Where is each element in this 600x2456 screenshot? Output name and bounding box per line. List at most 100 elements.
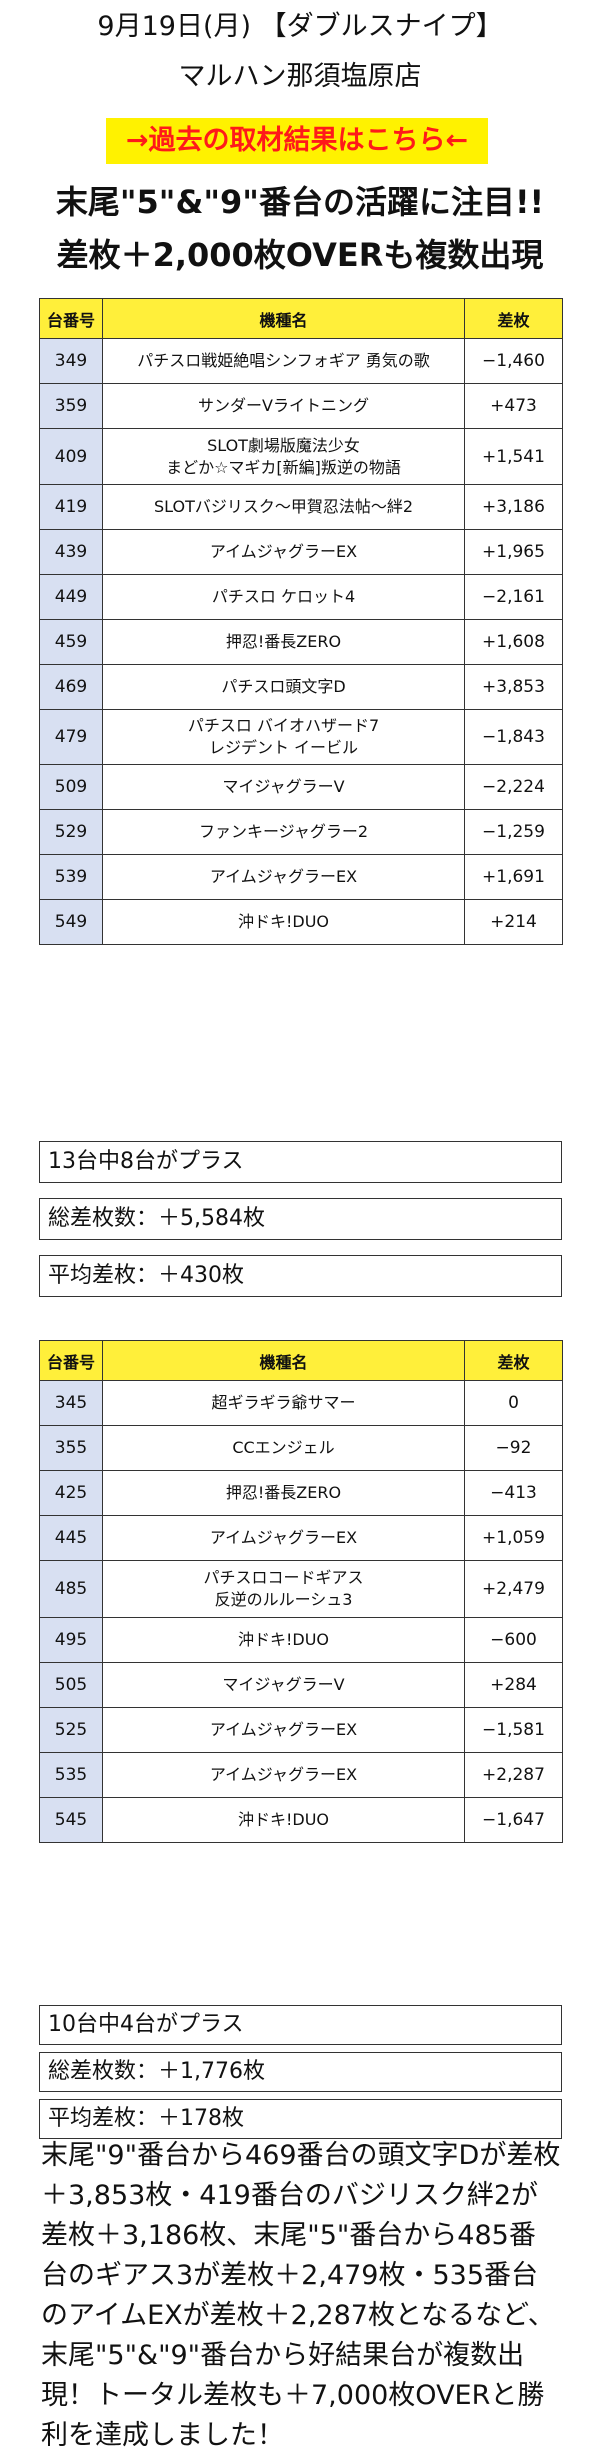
coin-diff: −1,843 bbox=[464, 709, 563, 765]
machine-number: 439 bbox=[39, 529, 103, 575]
table-row: 535 アイムジャグラーEX +2,287 bbox=[39, 1752, 563, 1798]
machine-name: マイジャグラーV bbox=[102, 764, 465, 810]
machine-number: 355 bbox=[39, 1425, 103, 1471]
table-row: 505 マイジャグラーV +284 bbox=[39, 1662, 563, 1708]
machine-name: パチスロ バイオハザード7 レジデント イービル bbox=[102, 709, 465, 765]
machine-name: マイジャグラーV bbox=[102, 1662, 465, 1708]
machine-number: 549 bbox=[39, 899, 103, 945]
past-results-link[interactable]: →過去の取材結果はこちら← bbox=[106, 118, 488, 164]
machine-number: 345 bbox=[39, 1380, 103, 1426]
header-diff: 差枚 bbox=[464, 298, 563, 339]
coin-diff: −413 bbox=[464, 1470, 563, 1516]
total-diff-2: 総差枚数：＋1,776枚 bbox=[39, 2052, 562, 2092]
machine-number: 529 bbox=[39, 809, 103, 855]
table-row: 345 超ギラギラ爺サマー 0 bbox=[39, 1380, 563, 1426]
machine-name: 沖ドキ!DUO bbox=[102, 899, 465, 945]
header-num: 台番号 bbox=[39, 298, 103, 339]
plus-count-2: 10台中4台がプラス bbox=[39, 2005, 562, 2045]
coin-diff: +2,287 bbox=[464, 1752, 563, 1798]
machine-number: 445 bbox=[39, 1515, 103, 1561]
machine-name: パチスロコードギアス 反逆のルルーシュ3 bbox=[102, 1560, 465, 1618]
summary-text: 末尾"9"番台から469番台の頭文字Dが差枚＋3,853枚・419番台のバジリス… bbox=[41, 2140, 561, 2451]
table-row: 539 アイムジャグラーEX +1,691 bbox=[39, 854, 563, 900]
table-header-row: 台番号 機種名 差枚 bbox=[39, 298, 563, 339]
coin-diff: +2,479 bbox=[464, 1560, 563, 1618]
machine-name: アイムジャグラーEX bbox=[102, 1515, 465, 1561]
header-name: 機種名 bbox=[102, 298, 465, 339]
coin-diff: +1,059 bbox=[464, 1515, 563, 1561]
coin-diff: −1,581 bbox=[464, 1707, 563, 1753]
avg-diff-1: 平均差枚：＋430枚 bbox=[39, 1255, 562, 1297]
plus-count-1: 13台中8台がプラス bbox=[39, 1141, 562, 1183]
coin-diff: −1,647 bbox=[464, 1797, 563, 1843]
coin-diff: +1,541 bbox=[464, 428, 563, 485]
machine-name: パチスロ戦姫絶唱シンフォギア 勇気の歌 bbox=[102, 338, 465, 384]
table-row: 495 沖ドキ!DUO −600 bbox=[39, 1617, 563, 1663]
machine-number: 425 bbox=[39, 1470, 103, 1516]
event-title: 9月19日(月) 【ダブルスナイプ】 bbox=[97, 11, 503, 42]
machine-name: CCエンジェル bbox=[102, 1425, 465, 1471]
machine-name: サンダーVライトニング bbox=[102, 383, 465, 429]
header-num: 台番号 bbox=[39, 1340, 103, 1381]
coin-diff: +1,965 bbox=[464, 529, 563, 575]
table-row: 425 押忍!番長ZERO −413 bbox=[39, 1470, 563, 1516]
table-row: 439 アイムジャグラーEX +1,965 bbox=[39, 529, 563, 575]
machine-name: アイムジャグラーEX bbox=[102, 1707, 465, 1753]
machine-number: 359 bbox=[39, 383, 103, 429]
coin-diff: −1,259 bbox=[464, 809, 563, 855]
coin-diff: +284 bbox=[464, 1662, 563, 1708]
coin-diff: +1,691 bbox=[464, 854, 563, 900]
machine-number: 525 bbox=[39, 1707, 103, 1753]
machine-number: 545 bbox=[39, 1797, 103, 1843]
machine-name: パチスロ頭文字D bbox=[102, 664, 465, 710]
machine-number: 485 bbox=[39, 1560, 103, 1618]
table-row: 549 沖ドキ!DUO +214 bbox=[39, 899, 563, 945]
coin-diff: +1,608 bbox=[464, 619, 563, 665]
coin-diff: −2,224 bbox=[464, 764, 563, 810]
coin-diff: +214 bbox=[464, 899, 563, 945]
machine-name: 押忍!番長ZERO bbox=[102, 1470, 465, 1516]
table-row: 529 ファンキージャグラー2 −1,259 bbox=[39, 809, 563, 855]
machine-name: ファンキージャグラー2 bbox=[102, 809, 465, 855]
results-table-1: 台番号 機種名 差枚 349 パチスロ戦姫絶唱シンフォギア 勇気の歌 −1,460 3… bbox=[39, 298, 563, 945]
machine-number: 449 bbox=[39, 574, 103, 620]
machine-number: 539 bbox=[39, 854, 103, 900]
machine-number: 495 bbox=[39, 1617, 103, 1663]
table-row: 355 CCエンジェル −92 bbox=[39, 1425, 563, 1471]
coin-diff: +3,186 bbox=[464, 484, 563, 530]
total-diff-1: 総差枚数：＋5,584枚 bbox=[39, 1198, 562, 1240]
machine-number: 505 bbox=[39, 1662, 103, 1708]
table-row: 485 パチスロコードギアス 反逆のルルーシュ3 +2,479 bbox=[39, 1560, 563, 1618]
machine-number: 535 bbox=[39, 1752, 103, 1798]
coin-diff: 0 bbox=[464, 1380, 563, 1426]
avg-diff-2: 平均差枚：＋178枚 bbox=[39, 2099, 562, 2139]
table-row: 545 沖ドキ!DUO −1,647 bbox=[39, 1797, 563, 1843]
store-name: マルハン那須塩原店 bbox=[178, 61, 422, 92]
table-row: 469 パチスロ頭文字D +3,853 bbox=[39, 664, 563, 710]
machine-name: アイムジャグラーEX bbox=[102, 1752, 465, 1798]
table-row: 445 アイムジャグラーEX +1,059 bbox=[39, 1515, 563, 1561]
headline-1: 末尾"5"&"9"番台の活躍に注目!! bbox=[55, 183, 545, 221]
header-diff: 差枚 bbox=[464, 1340, 563, 1381]
machine-name: アイムジャグラーEX bbox=[102, 854, 465, 900]
machine-number: 459 bbox=[39, 619, 103, 665]
coin-diff: −2,161 bbox=[464, 574, 563, 620]
headline-2: 差枚＋2,000枚OVERも複数出現 bbox=[56, 236, 544, 274]
machine-number: 509 bbox=[39, 764, 103, 810]
machine-name: SLOTバジリスク～甲賀忍法帖～絆2 bbox=[102, 484, 465, 530]
table-row: 525 アイムジャグラーEX −1,581 bbox=[39, 1707, 563, 1753]
table-row: 419 SLOTバジリスク～甲賀忍法帖～絆2 +3,186 bbox=[39, 484, 563, 530]
machine-name: 超ギラギラ爺サマー bbox=[102, 1380, 465, 1426]
table-row: 449 パチスロ ケロット4 −2,161 bbox=[39, 574, 563, 620]
machine-name: SLOT劇場版魔法少女 まどか☆マギカ[新編]叛逆の物語 bbox=[102, 428, 465, 485]
table-row: 479 パチスロ バイオハザード7 レジデント イービル −1,843 bbox=[39, 709, 563, 765]
machine-number: 469 bbox=[39, 664, 103, 710]
table-row: 349 パチスロ戦姫絶唱シンフォギア 勇気の歌 −1,460 bbox=[39, 338, 563, 384]
table-row: 409 SLOT劇場版魔法少女 まどか☆マギカ[新編]叛逆の物語 +1,541 bbox=[39, 428, 563, 485]
coin-diff: +473 bbox=[464, 383, 563, 429]
coin-diff: −1,460 bbox=[464, 338, 563, 384]
header-name: 機種名 bbox=[102, 1340, 465, 1381]
machine-name: パチスロ ケロット4 bbox=[102, 574, 465, 620]
machine-number: 479 bbox=[39, 709, 103, 765]
